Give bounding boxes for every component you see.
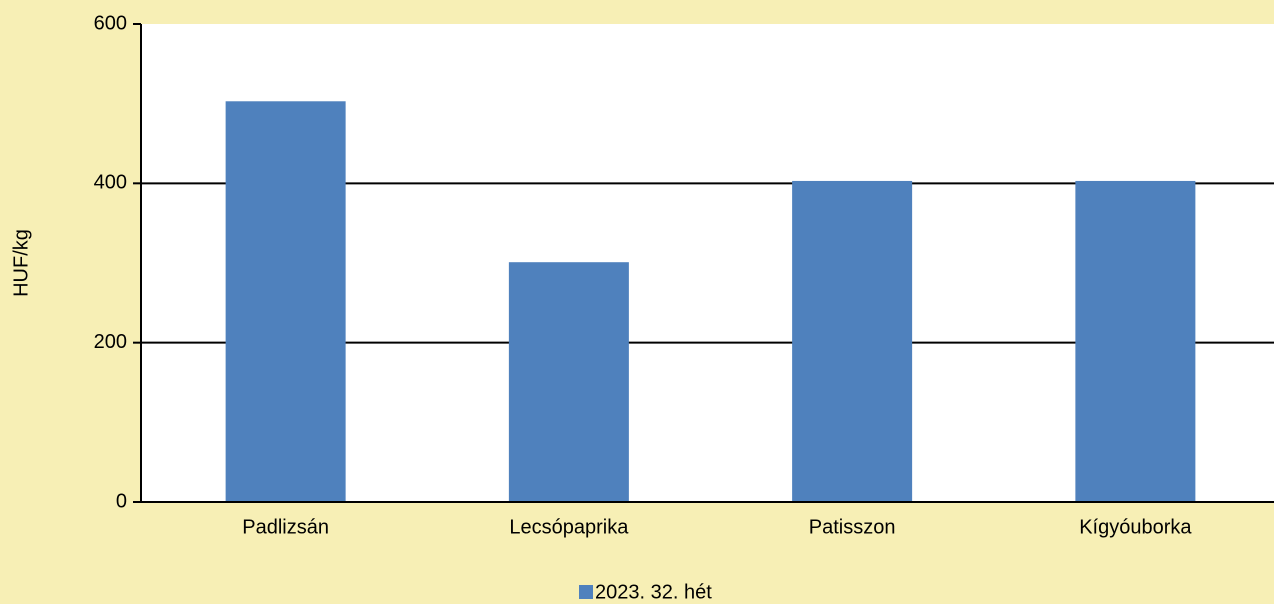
legend-swatch	[579, 585, 593, 599]
y-tick-label: 200	[94, 331, 127, 353]
x-tick-label: Lecsópaprika	[509, 516, 629, 538]
legend-label: 2023. 32. hét	[595, 581, 712, 603]
bar	[1075, 180, 1196, 502]
x-tick-label: Patisszon	[809, 516, 896, 538]
bar	[225, 101, 346, 502]
bar	[792, 180, 913, 502]
y-tick-label: 0	[116, 490, 127, 512]
bar	[508, 262, 629, 502]
x-tick-label: Padlizsán	[242, 516, 329, 538]
y-axis-label: HUF/kg	[10, 229, 32, 297]
y-tick-label: 400	[94, 172, 127, 194]
x-tick-label: Kígyóuborka	[1079, 516, 1192, 538]
y-tick-label: 600	[94, 12, 127, 34]
